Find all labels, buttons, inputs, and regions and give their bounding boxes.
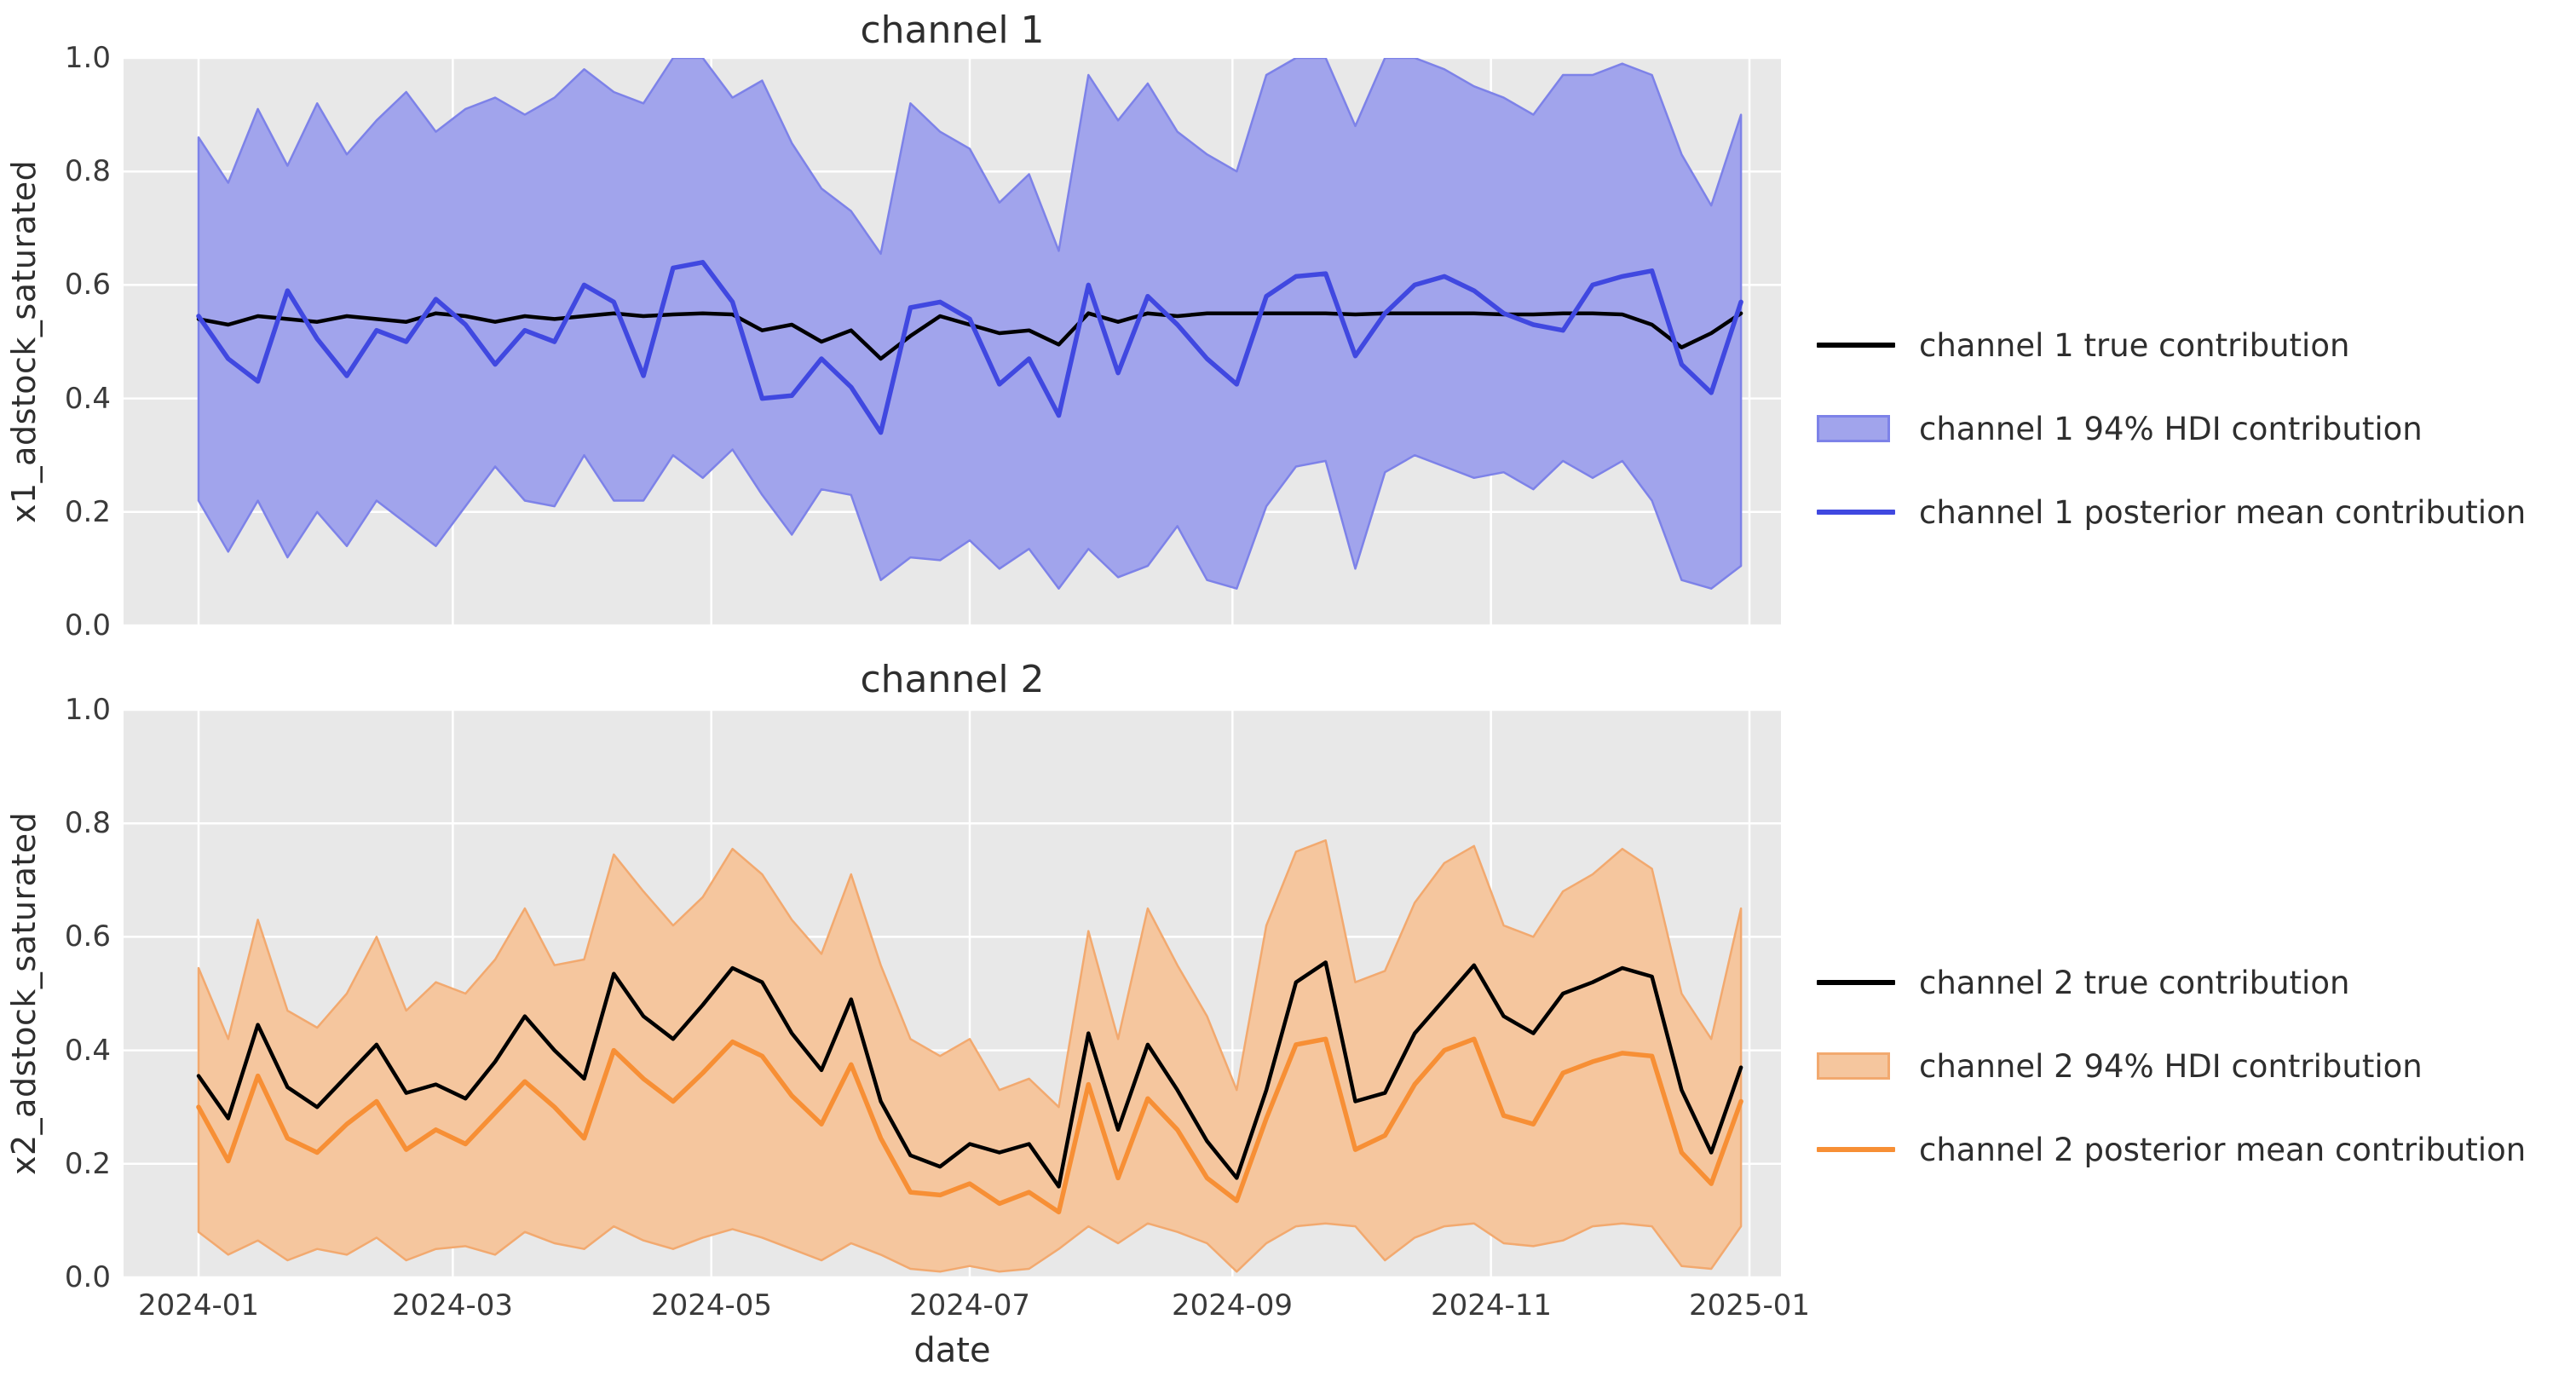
y-tick-label: 0.6 xyxy=(64,919,111,954)
channel-1-axes xyxy=(124,58,1781,625)
x-tick-label: 2024-11 xyxy=(1430,1288,1553,1322)
x-tick-label: 2024-01 xyxy=(137,1288,260,1322)
legend-label: channel 2 posterior mean contribution xyxy=(1919,1131,2527,1168)
channel-1-legend: channel 1 true contribution channel 1 94… xyxy=(1817,303,2567,554)
legend-row: channel 1 true contribution xyxy=(1817,303,2567,387)
channel-1-title: channel 1 xyxy=(860,9,1045,52)
true-line-swatch xyxy=(1817,343,1895,348)
y-tick-label: 0.0 xyxy=(64,1260,111,1294)
channel-2-y-axis-label: x2_adstock_saturated xyxy=(5,811,43,1176)
legend-label: channel 1 94% HDI contribution xyxy=(1919,410,2423,447)
legend-label: channel 1 posterior mean contribution xyxy=(1919,493,2527,531)
posterior-mean-line-swatch xyxy=(1817,1147,1895,1152)
channel-1-y-axis-label: x1_adstock_saturated xyxy=(5,159,43,524)
y-tick-label: 0.2 xyxy=(64,495,111,529)
y-tick-label: 0.8 xyxy=(64,806,111,840)
x-tick-label: 2024-03 xyxy=(391,1288,514,1322)
true-line-swatch xyxy=(1817,980,1895,985)
legend-label: channel 1 true contribution xyxy=(1919,326,2350,364)
legend-row: channel 2 94% HDI contribution xyxy=(1817,1024,2567,1108)
posterior-mean-line-swatch xyxy=(1817,510,1895,515)
y-tick-label: 0.4 xyxy=(64,382,111,416)
y-tick-label: 0.8 xyxy=(64,154,111,188)
channel-2-plot-area xyxy=(124,710,1781,1277)
legend-row: channel 1 posterior mean contribution xyxy=(1817,470,2567,554)
y-tick-label: 0.0 xyxy=(64,608,111,643)
legend-row: channel 1 94% HDI contribution xyxy=(1817,387,2567,470)
x-tick-label: 2024-05 xyxy=(650,1288,773,1322)
channel-2-legend: channel 2 true contribution channel 2 94… xyxy=(1817,941,2567,1191)
y-tick-label: 0.6 xyxy=(64,268,111,302)
hdi-band-swatch xyxy=(1817,1052,1890,1080)
legend-row: channel 2 posterior mean contribution xyxy=(1817,1108,2567,1191)
channel-1-plot-area xyxy=(124,58,1781,625)
x-tick-label: 2024-09 xyxy=(1171,1288,1294,1322)
hdi-band-swatch xyxy=(1817,415,1890,442)
legend-label: channel 2 94% HDI contribution xyxy=(1919,1047,2423,1085)
x-axis-label: date xyxy=(913,1331,991,1370)
y-tick-label: 0.4 xyxy=(64,1034,111,1068)
x-tick-label: 2024-07 xyxy=(908,1288,1031,1322)
legend-row: channel 2 true contribution xyxy=(1817,941,2567,1024)
legend-label: channel 2 true contribution xyxy=(1919,964,2350,1001)
y-tick-label: 1.0 xyxy=(64,693,111,727)
y-tick-label: 0.2 xyxy=(64,1147,111,1181)
channel-2-title: channel 2 xyxy=(860,658,1045,701)
channel-2-axes xyxy=(124,710,1781,1277)
y-tick-label: 1.0 xyxy=(64,41,111,75)
x-tick-label: 2025-01 xyxy=(1688,1288,1811,1322)
